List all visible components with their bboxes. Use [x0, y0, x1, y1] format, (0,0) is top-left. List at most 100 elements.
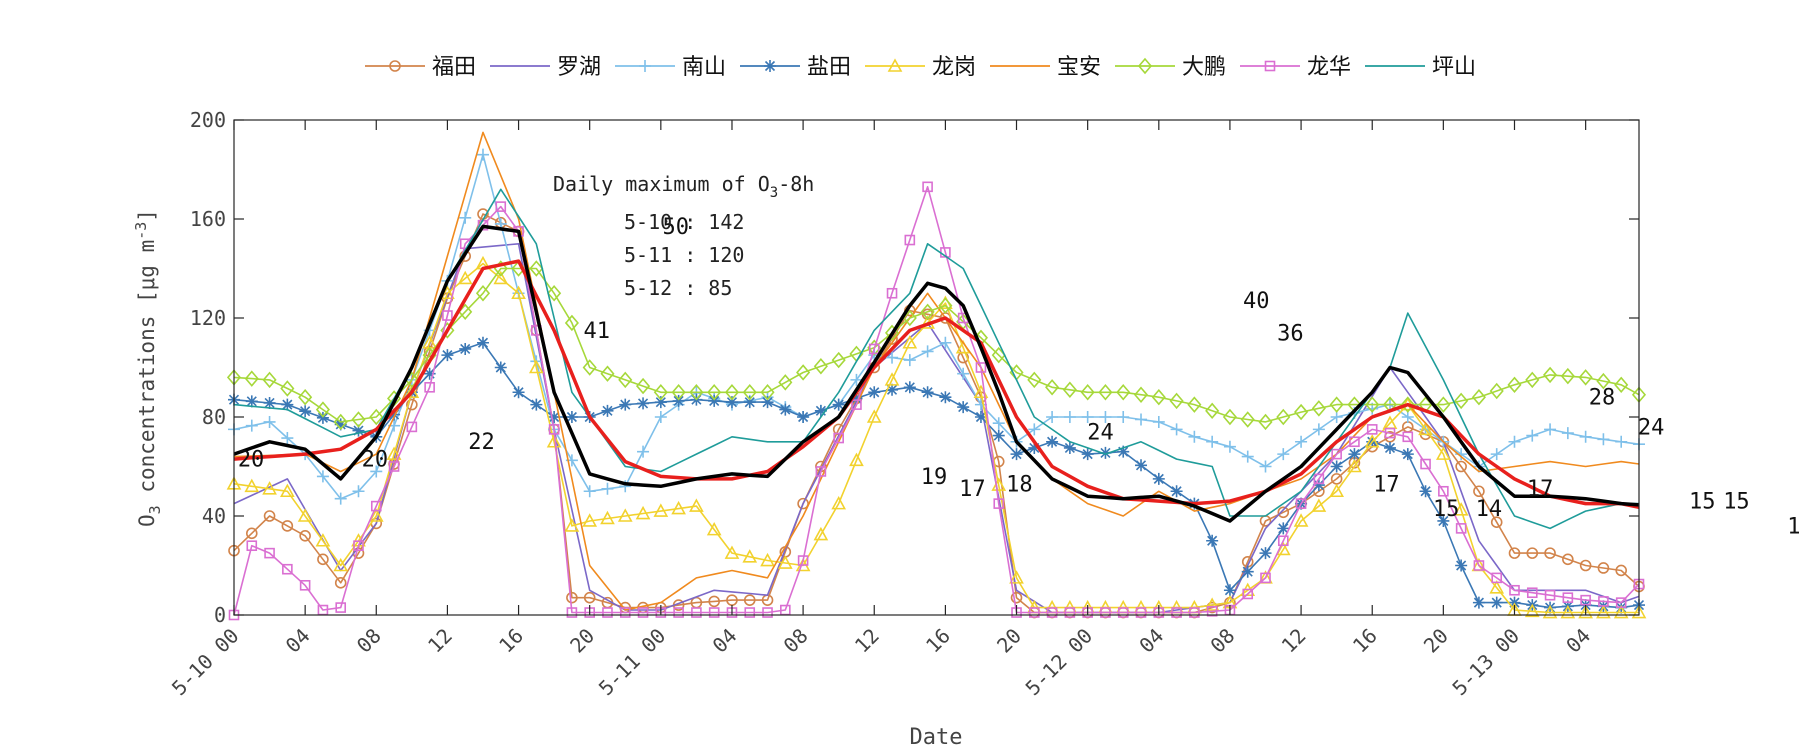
data-point: [902, 309, 917, 327]
data-point: [262, 371, 277, 389]
data-point: [1170, 485, 1183, 498]
data-point: [316, 470, 329, 483]
data-point: [1508, 435, 1521, 448]
series-7-龙华: [228, 181, 1645, 621]
data-point: [495, 201, 507, 212]
legend-marker: [887, 58, 903, 72]
data-point: [1027, 371, 1042, 389]
data-point: [653, 384, 668, 401]
data-point: [1313, 473, 1325, 485]
data-point: [619, 607, 631, 618]
legend-label: 盐田: [807, 55, 851, 80]
data-point: [797, 555, 809, 566]
data-point: [742, 549, 758, 563]
point-label: 22: [468, 430, 495, 455]
data-point: [1508, 547, 1521, 559]
data-point: [1455, 523, 1467, 534]
data-point: [1613, 604, 1629, 619]
data-point: [459, 211, 472, 224]
series-line: [233, 188, 1639, 530]
x-tick-label: 16: [921, 624, 955, 658]
data-point: [1455, 559, 1468, 572]
data-point: [619, 398, 632, 411]
data-point: [1241, 450, 1254, 463]
data-point: [564, 314, 579, 332]
data-point: [1366, 424, 1378, 435]
data-point: [1064, 607, 1076, 618]
x-axis-label: Date: [910, 725, 963, 750]
data-point: [815, 466, 827, 477]
series-2-南山: [228, 148, 1645, 505]
legend: 福田 罗湖 南山 盐田 龙岗 宝安 大鹏 龙华 坪山: [365, 55, 1476, 80]
x-tick-label: 12: [1277, 624, 1311, 658]
point-label: 50: [663, 215, 690, 240]
x-tick-label: 08: [779, 624, 813, 658]
point-label: 24: [1087, 420, 1114, 445]
data-point: [1472, 596, 1485, 609]
series-8-坪山: [233, 188, 1639, 530]
data-point: [938, 297, 953, 314]
annotation-title: Daily maximum of O3-8h: [553, 172, 814, 201]
data-point: [1615, 564, 1628, 577]
data-point: [903, 354, 916, 367]
y-tick-label: 200: [190, 108, 226, 132]
data-point: [1080, 384, 1095, 401]
plot-lines: [226, 131, 1647, 621]
data-point: [939, 336, 952, 349]
data-point: [1330, 411, 1343, 423]
y-tick-label: 0: [214, 603, 226, 627]
data-point: [1100, 607, 1111, 618]
data-point: [334, 418, 347, 431]
data-point: [423, 367, 436, 380]
data-point: [476, 148, 489, 161]
legend-label: 龙岗: [932, 55, 976, 80]
data-point: [1029, 607, 1040, 618]
data-point: [406, 398, 418, 411]
data-point: [1524, 603, 1540, 618]
data-point: [1579, 559, 1592, 572]
data-point: [1294, 403, 1309, 421]
data-point: [654, 411, 667, 423]
x-tick-label: 16: [1348, 624, 1382, 658]
point-label: 20: [238, 448, 265, 473]
data-point: [1171, 607, 1182, 618]
legend-item: 龙华: [1240, 55, 1351, 80]
series-line: [233, 224, 1640, 523]
data-point: [1580, 594, 1591, 606]
data-point: [583, 485, 596, 498]
data-point: [921, 386, 934, 399]
data-point: [1028, 441, 1041, 454]
series-4-龙岗: [226, 255, 1647, 619]
data-point: [1206, 534, 1219, 547]
data-point: [1206, 435, 1219, 448]
data-point: [920, 303, 935, 321]
data-point: [637, 607, 649, 618]
data-point: [706, 521, 722, 536]
data-point: [601, 404, 614, 417]
data-point: [1295, 435, 1308, 448]
x-tick-label: 5-13 00: [1447, 624, 1524, 701]
data-point: [1241, 565, 1254, 578]
data-point: [1437, 514, 1450, 527]
data-point: [814, 404, 827, 417]
data-point: [1222, 408, 1237, 426]
legend-item: 龙岗: [865, 55, 976, 80]
data-point: [1081, 448, 1094, 461]
data-point: [566, 591, 578, 604]
data-point: [1010, 448, 1023, 461]
data-point: [244, 370, 259, 387]
x-tick-label: 20: [565, 624, 599, 658]
data-point: [299, 579, 311, 591]
data-point: [297, 508, 313, 522]
data-point: [1347, 458, 1362, 473]
data-point: [1311, 400, 1326, 417]
data-point: [546, 434, 562, 448]
data-point: [600, 365, 615, 382]
data-point: [1009, 570, 1024, 584]
data-point: [672, 394, 685, 407]
data-point: [635, 505, 651, 520]
data-point: [1473, 485, 1485, 498]
point-label: 28: [1589, 386, 1616, 411]
data-point: [548, 411, 561, 423]
data-point: [992, 429, 1005, 442]
